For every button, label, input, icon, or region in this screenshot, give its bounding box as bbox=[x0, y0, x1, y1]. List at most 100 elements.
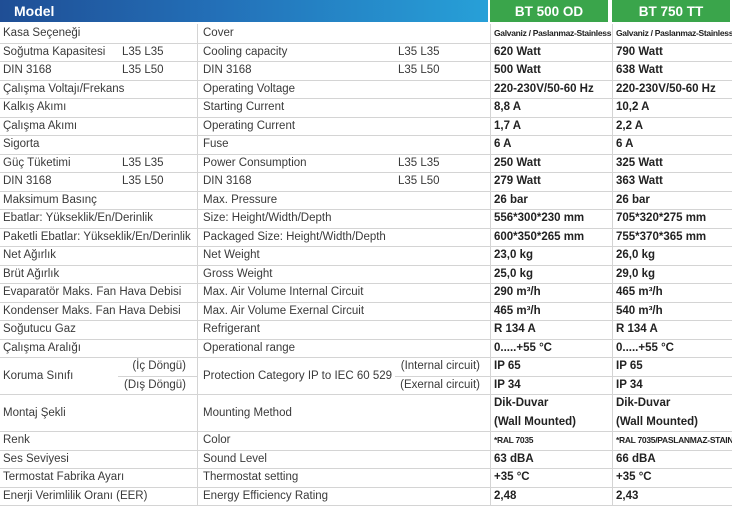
value: 29,0 kg bbox=[616, 267, 655, 280]
value: 465 m³/h bbox=[616, 286, 663, 299]
product-header: BT 500 OD bbox=[490, 0, 608, 22]
label-tr: Kalkış Akımı bbox=[3, 101, 67, 114]
label-tr: Termostat Fabrika Ayarı bbox=[3, 471, 125, 484]
sub-label-tr: L35 L35 bbox=[122, 45, 164, 58]
row-divider bbox=[0, 301, 732, 303]
label-tr: Soğutma Kapasitesi bbox=[3, 45, 106, 58]
value: 540 m³/h bbox=[616, 304, 663, 317]
row-divider bbox=[0, 394, 732, 395]
value: 500 Watt bbox=[494, 64, 541, 77]
value: 26,0 kg bbox=[616, 249, 655, 262]
row-divider bbox=[395, 375, 732, 377]
value: IP 34 bbox=[616, 378, 643, 391]
value: 363 Watt bbox=[616, 175, 663, 188]
label-en: Color bbox=[203, 434, 231, 447]
value: +35 °C bbox=[616, 471, 652, 484]
value: 10,2 A bbox=[616, 101, 650, 114]
label-en: Mounting Method bbox=[203, 406, 292, 419]
sub-label-en: L35 L50 bbox=[398, 64, 440, 77]
row-divider bbox=[0, 79, 732, 81]
value: 220-230V/50-60 Hz bbox=[494, 82, 594, 95]
label-en: Protection Category IP to IEC 60 529 bbox=[203, 369, 393, 382]
value: IP 34 bbox=[494, 378, 521, 391]
row-divider bbox=[0, 98, 732, 99]
row-divider bbox=[0, 172, 732, 173]
label-en: Refrigerant bbox=[203, 323, 260, 336]
sub-label-en: L35 L50 bbox=[398, 175, 440, 188]
value: 638 Watt bbox=[616, 64, 663, 77]
value-line: Dik-Duvar bbox=[494, 397, 549, 409]
label-en: Size: Height/Width/Depth bbox=[203, 212, 332, 225]
row-divider bbox=[118, 375, 197, 377]
column-divider bbox=[612, 24, 613, 506]
value: 6 A bbox=[494, 138, 512, 151]
label-en: Power Consumption bbox=[203, 156, 307, 169]
label-tr: Brüt Ağırlık bbox=[3, 267, 60, 280]
row-divider bbox=[0, 116, 732, 118]
value: 290 m³/h bbox=[494, 286, 541, 299]
label-tr: Çalışma Akımı bbox=[3, 119, 78, 132]
value: 63 dBA bbox=[494, 452, 534, 465]
row-divider bbox=[0, 135, 732, 136]
label-tr: Paketli Ebatlar: Yükseklik/En/Derinlik bbox=[3, 230, 191, 243]
row-divider bbox=[0, 449, 732, 451]
value: 0.....+55 °C bbox=[616, 341, 674, 354]
value: R 134 A bbox=[494, 323, 536, 336]
value: 8,8 A bbox=[494, 101, 522, 114]
value: Galvaniz / Paslanmaz-Stainless bbox=[616, 28, 732, 39]
value: R 134 A bbox=[616, 323, 658, 336]
label-tr: Renk bbox=[3, 434, 30, 447]
label-tr: Çalışma Aralığı bbox=[3, 341, 81, 354]
label-tr: Ebatlar: Yükseklik/En/Derinlik bbox=[3, 212, 153, 225]
label-tr: Montaj Şekli bbox=[3, 406, 66, 419]
value: 2,2 A bbox=[616, 119, 644, 132]
value: *RAL 7035 bbox=[494, 435, 534, 446]
row-divider bbox=[0, 264, 732, 266]
sub-label-tr: L35 L50 bbox=[122, 64, 164, 77]
sub-label-en: L35 L35 bbox=[398, 45, 440, 58]
row-divider bbox=[0, 61, 732, 62]
value: 755*370*365 mm bbox=[616, 230, 707, 243]
value: 465 m³/h bbox=[494, 304, 541, 317]
value-line: Dik-Duvar bbox=[616, 397, 671, 409]
label-tr: DIN 3168 bbox=[3, 175, 52, 188]
label-tr: Evaparatör Maks. Fan Hava Debisi bbox=[3, 286, 182, 299]
label-tr: Çalışma Voltajı/Frekans bbox=[3, 82, 125, 95]
label-tr: Maksimum Basınç bbox=[3, 193, 97, 206]
sub-label-tr: (İç Döngü) bbox=[132, 360, 186, 373]
label-tr: Sigorta bbox=[3, 138, 40, 151]
label-tr: Kasa Seçeneği bbox=[3, 27, 81, 40]
label-en: Operational range bbox=[203, 341, 296, 354]
value: 250 Watt bbox=[494, 156, 541, 169]
row-divider bbox=[0, 42, 732, 44]
row-divider bbox=[0, 338, 732, 340]
label-en: Max. Air Volume Internal Circuit bbox=[203, 286, 364, 299]
label-en: Energy Efficiency Rating bbox=[203, 489, 329, 502]
column-divider bbox=[490, 24, 491, 506]
label-en: Sound Level bbox=[203, 452, 267, 465]
label-en: Net Weight bbox=[203, 249, 260, 262]
label-tr: DIN 3168 bbox=[3, 64, 52, 77]
sub-label-tr: L35 L50 bbox=[122, 175, 164, 188]
sub-label-tr: (Dış Döngü) bbox=[124, 378, 186, 391]
label-tr: Koruma Sınıfı bbox=[3, 369, 74, 382]
label-en: Cover bbox=[203, 27, 234, 40]
row-divider bbox=[0, 357, 732, 358]
label-tr: Net Ağırlık bbox=[3, 249, 57, 262]
value: 2,43 bbox=[616, 489, 639, 502]
sub-label-en: (Internal circuit) bbox=[400, 360, 480, 373]
value: 6 A bbox=[616, 138, 634, 151]
value-line: (Wall Mounted) bbox=[494, 415, 576, 428]
label-en: Packaged Size: Height/Width/Depth bbox=[203, 230, 386, 243]
row-divider bbox=[0, 283, 732, 284]
value: 26 bar bbox=[494, 193, 528, 206]
value: 1,7 A bbox=[494, 119, 522, 132]
label-tr: Ses Seviyesi bbox=[3, 452, 69, 465]
value: Dik-Duvar (Wall Mounted) bbox=[494, 394, 576, 431]
value: IP 65 bbox=[616, 360, 643, 373]
sub-label-en: (Exernal circuit) bbox=[400, 378, 480, 391]
value: *RAL 7035/PASLANMAZ-STAINLESS bbox=[616, 435, 732, 446]
value-line: (Wall Mounted) bbox=[616, 415, 698, 428]
row-divider bbox=[0, 190, 732, 192]
